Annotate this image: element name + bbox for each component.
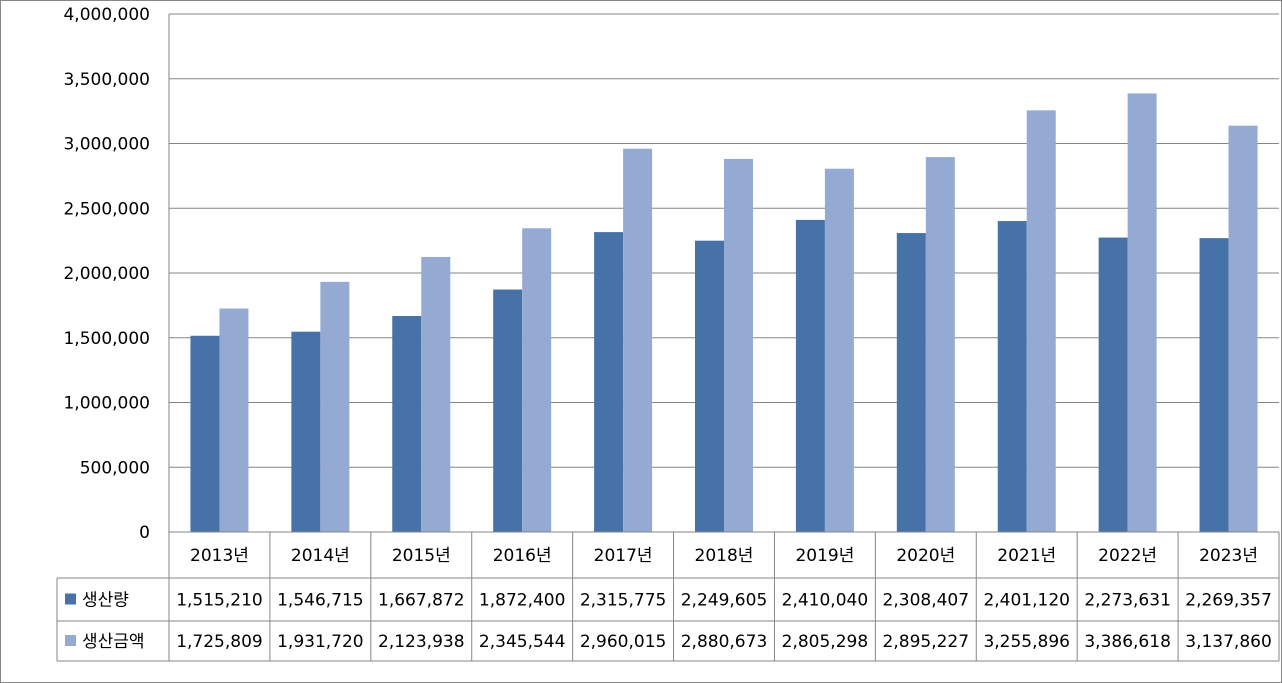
y-tick-label: 500,000: [80, 458, 150, 478]
legend-label: 생산금액: [82, 632, 145, 652]
y-tick-label: 0: [139, 523, 150, 543]
bar-amount: [724, 158, 753, 532]
bar-amount: [522, 228, 552, 532]
y-tick-label: 2,000,000: [63, 264, 150, 284]
x-category-label: 2020년: [896, 546, 955, 566]
data-table-value: 3,386,618: [1084, 632, 1171, 652]
x-category-label: 2016년: [493, 546, 552, 566]
data-table-value: 2,805,298: [782, 632, 869, 652]
bar-volume: [795, 219, 825, 532]
bar-amount: [623, 148, 653, 533]
bar-volume: [997, 221, 1027, 532]
data-table-value: 1,725,809: [176, 632, 263, 652]
data-table-value: 1,667,872: [378, 591, 465, 611]
data-table-value: 2,123,938: [378, 632, 465, 652]
x-category-label: 2015년: [392, 546, 451, 566]
bar-amount: [219, 308, 249, 532]
y-tick-label: 1,000,000: [63, 394, 150, 414]
bar-volume: [493, 289, 523, 532]
data-table-value: 1,872,400: [479, 591, 566, 611]
x-category-label: 2023년: [1199, 546, 1258, 566]
data-table-value: 2,273,631: [1084, 591, 1171, 611]
data-table-value: 2,960,015: [580, 632, 667, 652]
data-table-value: 1,515,210: [176, 591, 263, 611]
x-category-label: 2021년: [997, 546, 1056, 566]
bar-amount: [421, 256, 451, 532]
bar-volume: [392, 316, 422, 532]
bar-volume: [896, 233, 926, 533]
legend-label: 생산량: [82, 591, 129, 611]
y-tick-label: 1,500,000: [63, 329, 150, 349]
data-table-value: 1,546,715: [277, 591, 364, 611]
data-table-value: 2,269,357: [1185, 591, 1272, 611]
bar-volume: [695, 240, 724, 532]
data-table-value: 2,345,544: [479, 632, 566, 652]
legend-key-amount: [65, 635, 76, 646]
bar-amount: [824, 168, 854, 532]
data-table-value: 1,931,720: [277, 632, 364, 652]
data-table-value: 2,308,407: [883, 591, 970, 611]
legend-key-volume: [65, 593, 76, 605]
bar-volume: [291, 331, 321, 532]
bar-volume: [1098, 237, 1128, 532]
bar-amount: [925, 157, 955, 532]
data-table-value: 2,880,673: [681, 632, 768, 652]
y-tick-label: 3,500,000: [63, 70, 150, 90]
data-table-value: 2,249,605: [681, 591, 768, 611]
x-category-label: 2013년: [190, 546, 249, 566]
bar-volume: [190, 335, 220, 532]
y-tick-label: 2,500,000: [63, 199, 150, 219]
bar-amount: [1228, 125, 1258, 533]
x-category-label: 2022년: [1098, 546, 1157, 566]
data-table-value: 3,255,896: [983, 632, 1070, 652]
y-tick-label: 3,000,000: [63, 135, 150, 155]
data-table-value: 2,895,227: [883, 632, 970, 652]
bar-volume: [594, 232, 624, 533]
data-table-value: 2,401,120: [983, 591, 1070, 611]
data-table-value: 3,137,860: [1185, 632, 1272, 652]
bar-amount: [1026, 110, 1056, 533]
x-category-label: 2019년: [795, 546, 854, 566]
y-tick-label: 4,000,000: [63, 5, 150, 25]
data-table-value: 2,315,775: [580, 591, 667, 611]
x-category-label: 2018년: [695, 546, 754, 566]
bar-amount: [320, 281, 350, 532]
x-category-label: 2014년: [291, 546, 350, 566]
bar-amount: [1127, 93, 1157, 532]
x-category-label: 2017년: [594, 546, 653, 566]
bar-volume: [1199, 238, 1229, 532]
data-table-value: 2,410,040: [782, 591, 869, 611]
